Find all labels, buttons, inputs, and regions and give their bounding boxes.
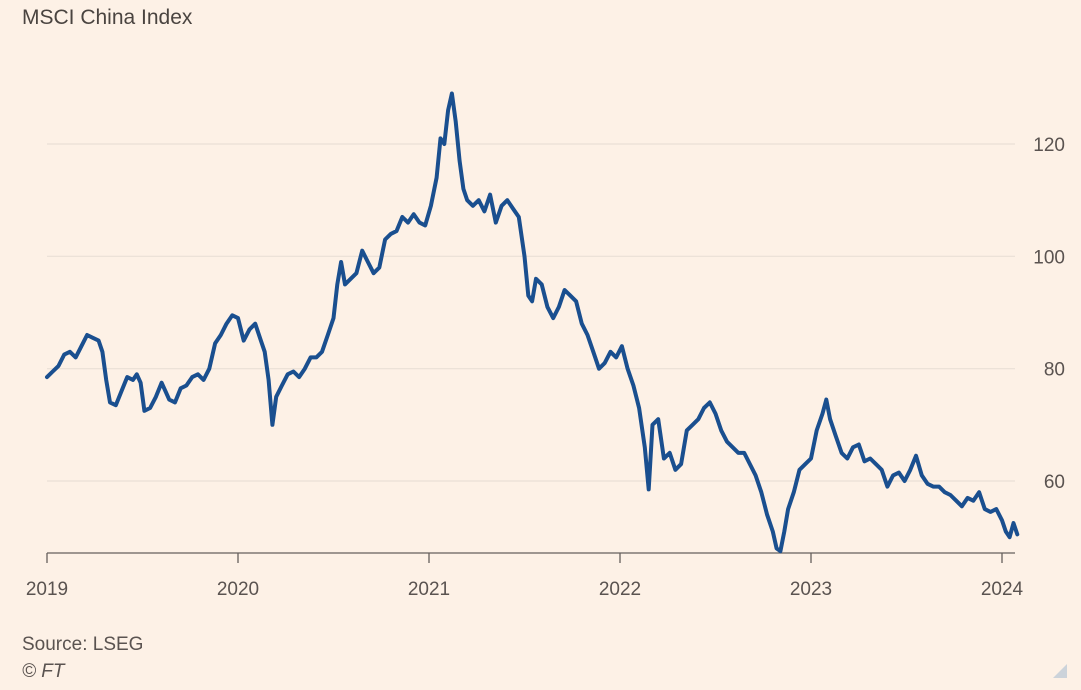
x-tick-label-2019: 2019 — [26, 579, 68, 600]
y-axis: 60 80 100 120 — [1033, 135, 1065, 493]
y-tick-label-100: 100 — [1033, 247, 1065, 268]
copyright-note: © FT — [22, 661, 65, 682]
x-tick-label-2020: 2020 — [217, 579, 259, 600]
series-layer — [45, 91, 1020, 554]
y-tick-label-80: 80 — [1044, 360, 1065, 381]
gridlines — [47, 143, 1015, 482]
x-tick-label-2022: 2022 — [599, 579, 641, 600]
y-tick-label-120: 120 — [1033, 135, 1065, 156]
source-note: Source: LSEG — [22, 634, 144, 655]
x-tick-label-2021: 2021 — [408, 579, 450, 600]
resize-handle-icon — [1053, 664, 1067, 678]
x-axis: 2019 2020 2021 2022 2023 2024 — [26, 552, 1024, 600]
x-tick-label-2024: 2024 — [981, 579, 1024, 600]
chart-title: MSCI China Index — [22, 6, 193, 29]
series-line-0 — [45, 91, 1020, 554]
x-tick-label-2023: 2023 — [790, 579, 832, 600]
y-tick-label-60: 60 — [1044, 472, 1065, 493]
